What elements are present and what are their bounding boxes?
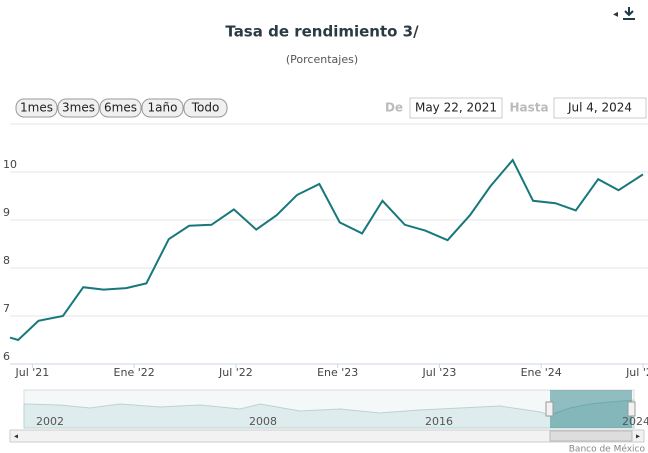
x-tick-label: Jul '23: [422, 366, 457, 379]
range-button-bg: [141, 98, 184, 118]
y-tick-label: 7: [3, 302, 10, 315]
scroll-left[interactable]: ◂: [14, 432, 18, 441]
navigator-handle[interactable]: [545, 401, 554, 417]
range-button[interactable]: 3mes: [57, 98, 100, 118]
navigator-label: 2002: [36, 415, 64, 428]
range-button-label: 1año: [148, 101, 178, 115]
input-box: [409, 97, 503, 119]
range-button-bg: [99, 98, 142, 118]
range-button-bg: [15, 98, 58, 118]
scrollbar-thumb[interactable]: [549, 430, 633, 442]
y-tick-label: 10: [3, 158, 17, 171]
x-tick-label: Ene '22: [114, 366, 155, 379]
y-tick-label: 8: [3, 254, 10, 267]
download-icon: [623, 7, 635, 20]
range-button-label: 1mes: [20, 101, 53, 115]
range-button-label: Todo: [191, 101, 220, 115]
input-box: [553, 97, 647, 119]
to-label: Hasta: [509, 101, 548, 115]
range-selector: 1mes 3mes 6mes 1año Todo De May 22, 2021 Hasta J…: [15, 97, 647, 119]
x-tick-label: Ene '23: [317, 366, 358, 379]
x-tick-label: Ene '24: [521, 366, 562, 379]
range-button-label: 6mes: [104, 101, 137, 115]
range-button[interactable]: Todo: [183, 98, 228, 118]
scrollbar[interactable]: [9, 429, 645, 443]
navigator-area: [23, 399, 635, 429]
navigator: ◂ ▸: [9, 389, 645, 443]
range-button-bg: [183, 98, 228, 118]
range-button[interactable]: 6mes: [99, 98, 142, 118]
from-date: May 22, 2021: [415, 101, 497, 115]
navigator-label: 2024: [622, 415, 648, 428]
x-tick-label: Jul '24: [625, 366, 648, 379]
from-input[interactable]: May 22, 2021: [409, 97, 503, 119]
range-button[interactable]: 1mes: [15, 98, 58, 118]
navigator-label: 2016: [425, 415, 453, 428]
from-label: De: [385, 101, 403, 115]
credits: Banco de México: [569, 444, 646, 453]
to-input[interactable]: Jul 4, 2024: [553, 97, 647, 119]
scroll-right[interactable]: ▸: [636, 432, 640, 441]
y-tick-label: 9: [3, 206, 10, 219]
line-series: [9, 158, 644, 342]
range-button[interactable]: 1año: [141, 98, 184, 118]
navigator-handle[interactable]: [627, 401, 636, 417]
range-button-bg: [57, 98, 100, 118]
navigator-label: 2008: [249, 415, 277, 428]
menu-arrow: ◂: [613, 9, 618, 20]
navigator-window[interactable]: [550, 390, 632, 428]
to-date: Jul 4, 2024: [567, 101, 632, 115]
range-button-label: 3mes: [62, 101, 95, 115]
x-tick-label: Jul '21: [14, 366, 49, 379]
navigator-labels: 2002 2008 2016 2024: [36, 415, 648, 428]
plot-area: 6 7 8 9 10 Jul '21 Ene '22 Jul '22 Ene '23 Jul '2…: [3, 158, 648, 379]
x-tick-label: Jul '22: [218, 366, 253, 379]
chart-subtitle: (Porcentajes): [286, 53, 358, 66]
chart-title: Tasa de rendimiento 3/: [225, 23, 419, 41]
download-button[interactable]: ◂: [613, 7, 635, 20]
y-tick-label: 6: [3, 350, 10, 363]
